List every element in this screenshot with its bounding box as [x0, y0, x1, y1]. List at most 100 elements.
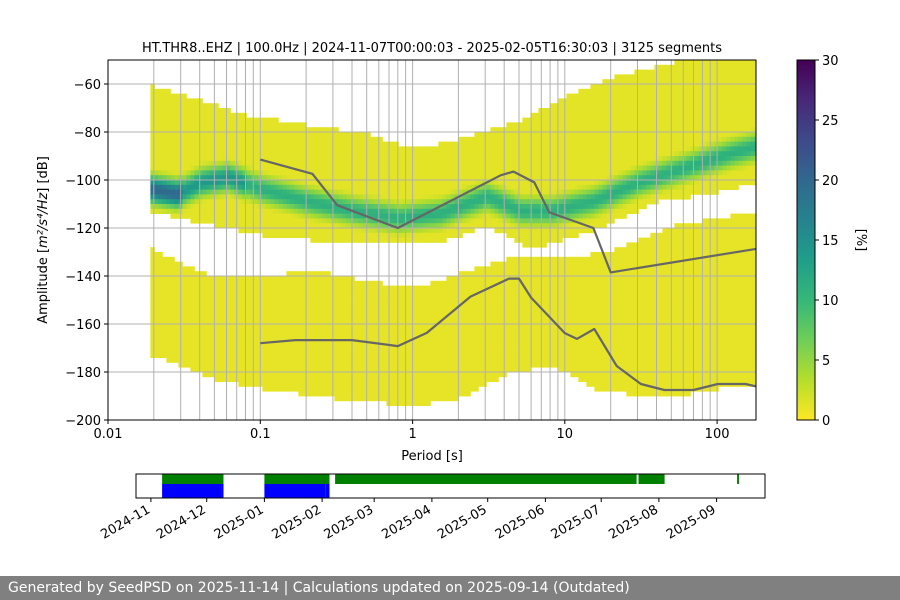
- heatmap-bin: [294, 372, 299, 378]
- heatmap-bin: [298, 213, 303, 219]
- heatmap-bin: [486, 352, 491, 358]
- heatmap-bin: [170, 256, 175, 262]
- heatmap-bin: [334, 175, 339, 181]
- heatmap-bin: [530, 204, 535, 210]
- heatmap-bin: [538, 333, 543, 339]
- heatmap-bin: [446, 156, 451, 162]
- heatmap-bin: [162, 348, 167, 354]
- heatmap-bin: [170, 271, 175, 277]
- heatmap-bin: [346, 132, 351, 138]
- heatmap-bin: [366, 132, 371, 138]
- heatmap-bin: [182, 309, 187, 315]
- heatmap-bin: [558, 189, 563, 195]
- heatmap-bin: [250, 218, 255, 224]
- heatmap-bin: [250, 204, 255, 210]
- heatmap-bin: [290, 170, 295, 176]
- heatmap-bin: [238, 175, 243, 181]
- heatmap-bin: [358, 357, 363, 363]
- heatmap-bin: [486, 309, 491, 315]
- heatmap-bin: [238, 362, 243, 368]
- heatmap-bin: [230, 280, 235, 286]
- heatmap-bin: [222, 223, 227, 229]
- heatmap-bin: [510, 228, 515, 234]
- heatmap-bin: [218, 343, 223, 349]
- heatmap-bin: [326, 132, 331, 138]
- heatmap-bin: [190, 280, 195, 286]
- heatmap-bin: [354, 180, 359, 186]
- heatmap-bin: [218, 367, 223, 373]
- heatmap-bin: [494, 208, 499, 214]
- heatmap-bin: [558, 199, 563, 205]
- heatmap-bin: [474, 266, 479, 272]
- heatmap-bin: [434, 151, 439, 157]
- heatmap-bin: [254, 132, 259, 138]
- heatmap-bin: [482, 213, 487, 219]
- heatmap-bin: [226, 319, 231, 325]
- heatmap-bin: [534, 199, 539, 205]
- heatmap-bin: [454, 204, 459, 210]
- heatmap-bin: [150, 170, 155, 176]
- heatmap-bin: [162, 208, 167, 214]
- heatmap-bin: [222, 218, 227, 224]
- heatmap-bin: [530, 309, 535, 315]
- heatmap-bin: [398, 204, 403, 210]
- heatmap-bin: [254, 309, 259, 315]
- heatmap-bin: [314, 386, 319, 392]
- heatmap-bin: [218, 218, 223, 224]
- heatmap-bin: [394, 170, 399, 176]
- heatmap-bin: [166, 266, 171, 272]
- heatmap-bin: [450, 362, 455, 368]
- heatmap-bin: [226, 122, 231, 128]
- heatmap-bin: [206, 367, 211, 373]
- heatmap-bin: [246, 376, 251, 382]
- heatmap-bin: [398, 386, 403, 392]
- heatmap-bin: [198, 300, 203, 306]
- heatmap-bin: [446, 376, 451, 382]
- heatmap-bin: [462, 271, 467, 277]
- heatmap-bin: [522, 117, 527, 123]
- heatmap-bin: [322, 314, 327, 320]
- heatmap-bin: [358, 372, 363, 378]
- heatmap-bin: [182, 357, 187, 363]
- heatmap-bin: [206, 151, 211, 157]
- heatmap-bin: [434, 228, 439, 234]
- heatmap-bin: [254, 146, 259, 152]
- heatmap-bin: [534, 295, 539, 301]
- heatmap-bin: [214, 338, 219, 344]
- heatmap-bin: [226, 352, 231, 358]
- heatmap-bin: [242, 213, 247, 219]
- heatmap-bin: [270, 362, 275, 368]
- heatmap-bin: [394, 175, 399, 181]
- heatmap-bin: [426, 285, 431, 291]
- heatmap-bin: [182, 165, 187, 171]
- heatmap-bin: [546, 108, 551, 114]
- heatmap-bin: [490, 213, 495, 219]
- heatmap-bin: [378, 237, 383, 243]
- heatmap-bin: [338, 324, 343, 330]
- heatmap-bin: [458, 309, 463, 315]
- heatmap-bin: [370, 146, 375, 152]
- heatmap-bin: [198, 112, 203, 118]
- heatmap-bin: [318, 309, 323, 315]
- heatmap-bin: [254, 160, 259, 166]
- heatmap-bin: [470, 199, 475, 205]
- heatmap-bin: [526, 328, 531, 334]
- heatmap-bin: [274, 223, 279, 229]
- heatmap-bin: [426, 232, 431, 238]
- heatmap-bin: [470, 319, 475, 325]
- heatmap-bin: [378, 333, 383, 339]
- heatmap-bin: [290, 208, 295, 214]
- heatmap-bin: [214, 314, 219, 320]
- heatmap-bin: [370, 343, 375, 349]
- heatmap-bin: [390, 228, 395, 234]
- heatmap-bin: [342, 290, 347, 296]
- heatmap-bin: [182, 112, 187, 118]
- heatmap-bin: [474, 328, 479, 334]
- heatmap-bin: [402, 348, 407, 354]
- heatmap-bin: [170, 103, 175, 109]
- heatmap-bin: [246, 328, 251, 334]
- heatmap-bin: [466, 156, 471, 162]
- heatmap-bin: [218, 180, 223, 186]
- heatmap-bin: [354, 319, 359, 325]
- heatmap-bin: [394, 357, 399, 363]
